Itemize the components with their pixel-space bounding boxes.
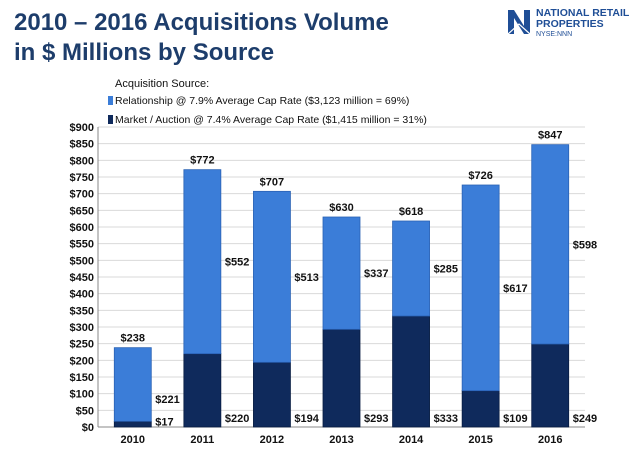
bar-market-2013 [322,328,361,428]
value-label-relationship-2015: $617 [503,283,527,295]
bar-relationship-2011 [183,169,222,355]
y-tick-label: $250 [70,339,94,351]
bar-relationship-2014 [392,220,430,317]
bar-market-2016 [531,343,570,428]
total-label-2014: $618 [399,206,423,218]
y-tick-label: $550 [70,239,94,251]
value-label-market-2013: $293 [364,413,388,425]
total-label-2016: $847 [538,130,562,142]
logo-line-2: PROPERTIES [536,18,604,30]
x-tick-label-2014: 2014 [399,434,424,446]
value-label-market-2010: $17 [155,416,173,428]
bar-market-2015 [461,390,500,428]
bar-relationship-2015 [461,184,500,392]
x-tick-label-2011: 2011 [190,434,214,446]
value-label-relationship-2012: $513 [294,272,318,284]
total-label-2010: $238 [121,333,145,345]
value-label-market-2015: $109 [503,413,527,425]
logo-line-1: NATIONAL RETAIL [536,7,630,19]
y-tick-label: $450 [70,272,94,284]
total-label-2015: $726 [468,170,492,182]
y-tick-label: $500 [70,255,94,267]
value-label-relationship-2010: $221 [155,394,179,406]
y-tick-label: $0 [82,422,94,434]
chart-title-line-1: 2010 – 2016 Acquisitions Volume [14,9,389,36]
total-label-2011: $772 [190,155,214,167]
y-tick-label: $50 [76,405,94,417]
chart-title-line-2: in $ Millions by Source [14,39,275,66]
legend-swatch-relationship [108,96,113,106]
legend-label-market: Market / Auction @ 7.4% Average Cap Rate… [115,113,427,126]
value-label-market-2016: $249 [573,413,597,425]
x-tick-label-2013: 2013 [329,434,353,446]
x-tick-label-2016: 2016 [538,434,562,446]
y-tick-label: $350 [70,305,94,317]
value-label-market-2011: $220 [225,413,249,425]
value-label-relationship-2016: $598 [573,239,597,251]
y-tick-label: $300 [70,322,94,334]
y-tick-label: $700 [70,189,94,201]
total-label-2012: $707 [260,176,284,188]
value-label-market-2012: $194 [294,413,319,425]
chart-title: 2010 – 2016 Acquisitions Volume in $ Mil… [14,8,389,68]
bar-relationship-2010 [113,347,152,422]
value-label-market-2014: $333 [434,413,458,425]
logo-ticker: NYSE:NNN [536,31,573,38]
y-tick-label: $400 [70,289,94,301]
company-logo: NATIONAL RETAIL PROPERTIES NYSE:NNN [506,6,636,42]
logo-wordmark: NATIONAL RETAIL PROPERTIES [536,8,629,30]
y-tick-label: $200 [70,355,94,367]
y-tick-label: $100 [70,389,94,401]
y-tick-label: $150 [70,372,94,384]
y-tick-label: $750 [70,172,94,184]
y-tick-label: $600 [70,222,94,234]
x-tick-label-2012: 2012 [260,434,284,446]
value-label-relationship-2011: $552 [225,257,249,269]
legend-item-relationship: Relationship @ 7.9% Average Cap Rate ($3… [108,92,410,107]
legend-title: Acquisition Source: [115,78,210,90]
y-tick-label: $900 [70,122,94,134]
legend-item-market: Market / Auction @ 7.4% Average Cap Rate… [108,111,427,126]
y-tick-label: $850 [70,139,94,151]
x-tick-label-2015: 2015 [468,434,492,446]
value-label-relationship-2013: $337 [364,268,388,280]
bar-market-2010 [113,420,152,428]
value-label-relationship-2014: $285 [434,264,458,276]
y-tick-label: $800 [70,155,94,167]
bar-market-2014 [392,315,430,428]
legend-label-relationship: Relationship @ 7.9% Average Cap Rate ($3… [115,94,410,107]
bar-relationship-2013 [322,216,361,330]
legend-swatch-market [108,115,113,125]
bar-market-2012 [253,361,291,428]
bar-market-2011 [183,353,222,428]
y-tick-label: $650 [70,205,94,217]
nnn-logo-icon [507,10,531,35]
x-tick-label-2010: 2010 [121,434,145,446]
bar-relationship-2016 [531,144,570,345]
bar-relationship-2012 [253,190,291,363]
total-label-2013: $630 [329,202,353,214]
